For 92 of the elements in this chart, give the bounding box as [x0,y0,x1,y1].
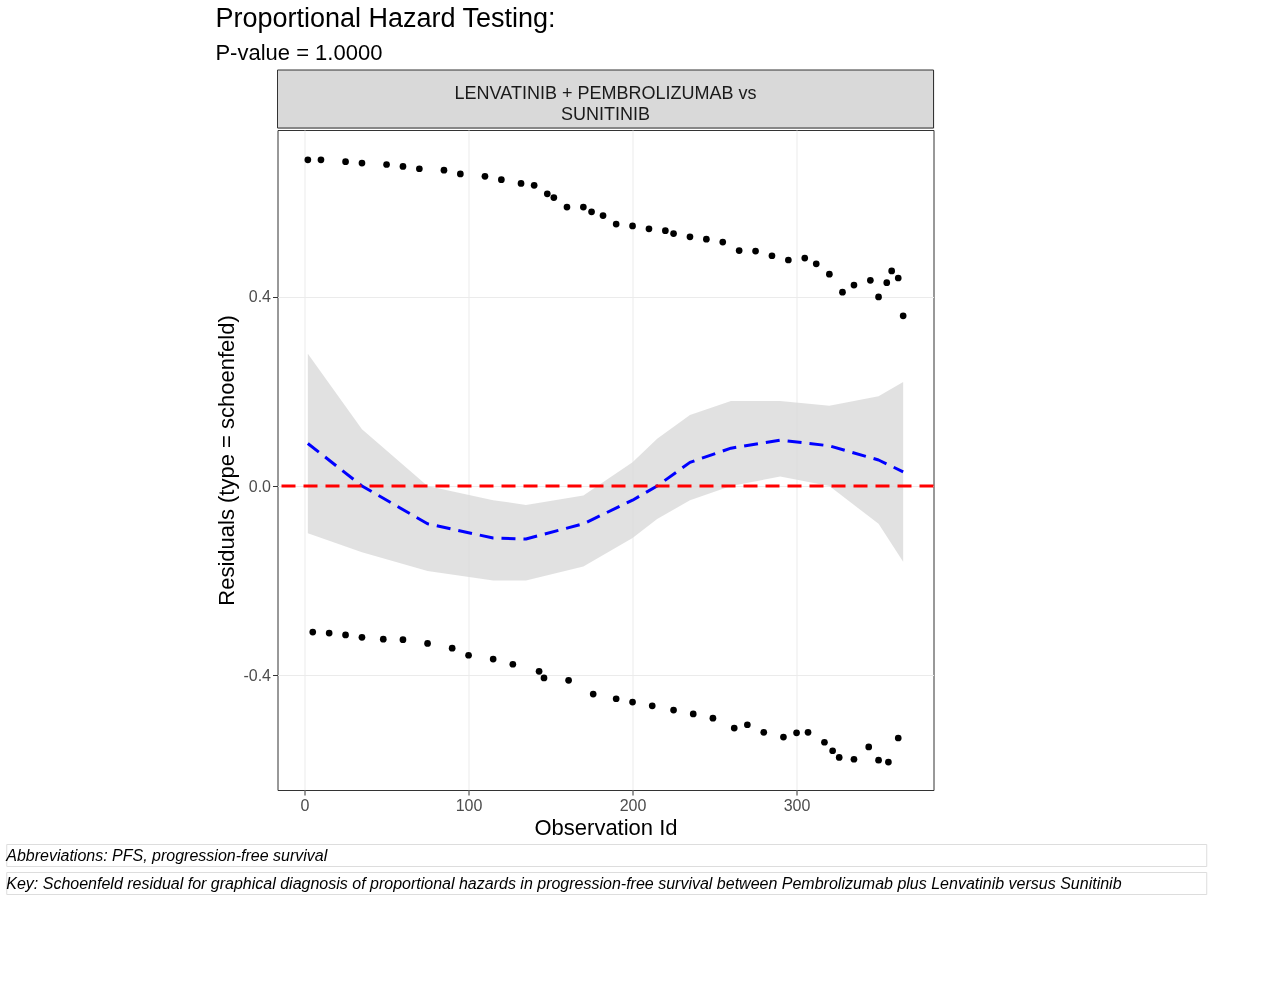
point [826,270,833,278]
point [342,631,349,639]
point [835,754,843,761]
point [589,690,597,698]
point [612,695,620,703]
point [448,644,456,652]
point [785,256,792,264]
point [850,281,858,289]
point [309,628,317,636]
point [670,706,677,714]
point [629,222,636,230]
point [358,633,366,641]
text: Key: Schoenfeld residual for graphical diagnosis of proportional hazards in progression-free survival between Pembrolizumab plus Lenvatinib versus Sunitinib [6,875,1122,892]
point [358,159,366,167]
point [565,676,572,684]
point [793,729,800,737]
point [752,247,759,255]
point [768,252,776,260]
point [629,698,636,706]
y-axis-title: Residuals (type = schoenfeld) [214,315,240,606]
point [865,743,873,751]
text: Abbreviations: PFS, progression-free survival [5,847,328,864]
point [416,165,423,173]
point [885,758,892,766]
point [744,721,751,729]
point [399,636,407,643]
point [804,728,812,736]
point [424,640,431,647]
point [342,158,349,166]
point [894,274,902,282]
line-series [306,438,905,541]
point [686,233,694,241]
point [440,166,448,174]
point [875,293,882,301]
point [894,734,902,742]
point [760,728,768,736]
point [780,733,787,741]
point [875,756,882,764]
text: LENVATINIB + PEMBROLIZUMAB vs SUNITINIB [454,83,757,124]
point [580,203,587,211]
point [703,235,710,243]
point [689,710,697,718]
point [801,254,809,262]
point [645,225,653,233]
point [812,260,820,268]
point [517,180,525,187]
x-tick-label: 100 [455,796,483,814]
x-tick-label: 200 [619,796,647,814]
point [612,220,620,228]
point [883,279,891,287]
point [540,674,548,682]
point [670,230,677,237]
chart-subtitle: P-value = 1.0000 [215,40,383,65]
y-tick-label: -0.4 [243,666,272,684]
point [563,203,571,211]
point [648,702,656,710]
point [867,277,874,284]
point [457,170,464,178]
x-axis-title: Observation Id [534,814,678,840]
point [899,312,907,320]
point [662,227,669,235]
point [317,156,325,164]
point [543,190,551,198]
point [588,208,595,216]
point [821,738,828,746]
point [498,176,505,183]
point [509,660,517,668]
x-tick-label: 300 [783,796,811,814]
point [730,724,738,732]
point [550,194,558,201]
point [304,156,312,164]
point [481,172,489,180]
point [735,247,743,254]
point [535,667,543,675]
chart-title: Proportional Hazard Testing: [215,3,556,33]
point [530,181,538,189]
point [850,755,858,763]
point [325,629,333,637]
x-tick-label: 0 [300,796,310,814]
point [839,288,846,296]
point [719,238,727,246]
point [489,655,497,663]
y-tick-label: 0.4 [248,288,272,306]
point [709,714,717,722]
point [399,163,407,170]
point [888,267,896,275]
point [465,651,472,659]
y-tick-label: 0.0 [248,477,272,495]
point [379,635,387,643]
point [829,747,836,755]
point [599,212,607,219]
point [383,161,390,168]
